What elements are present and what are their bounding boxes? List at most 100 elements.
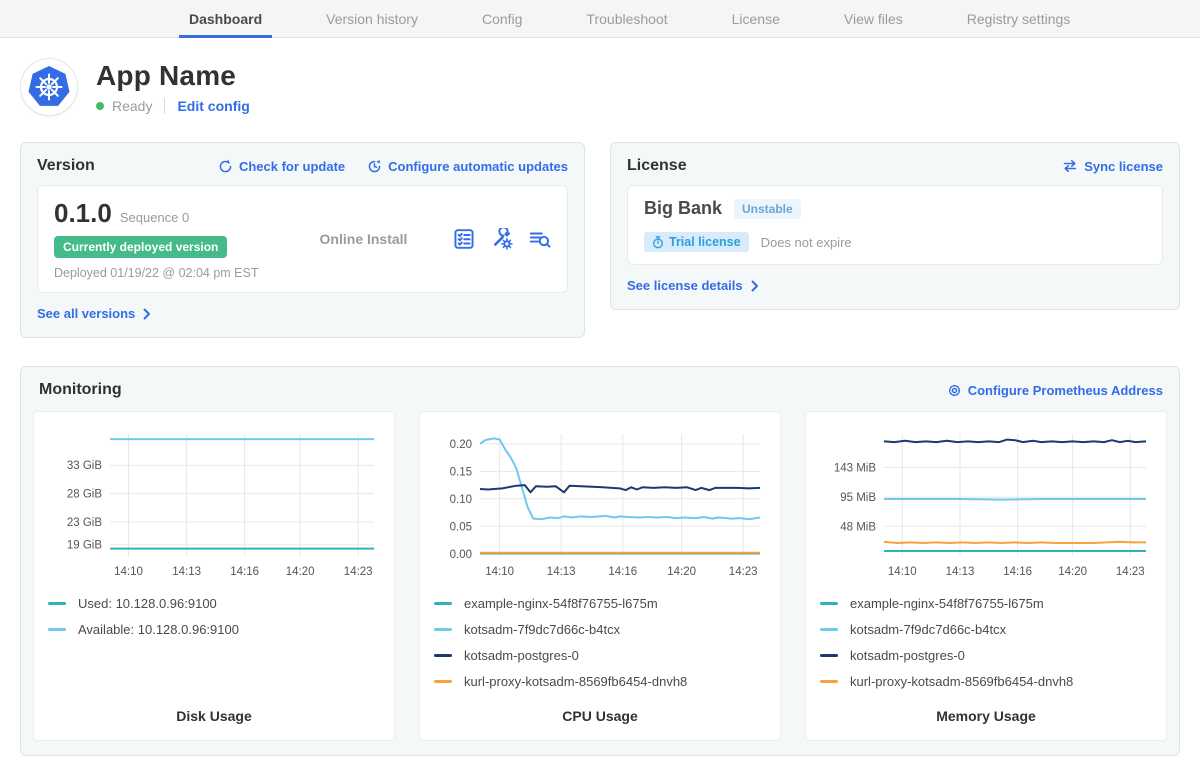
svg-text:14:20: 14:20 <box>667 566 696 578</box>
svg-text:0.00: 0.00 <box>450 549 472 561</box>
svg-text:33 GiB: 33 GiB <box>67 460 102 472</box>
clock-arrow-icon <box>367 159 382 174</box>
series-label: kotsadm-7f9dc7d66c-b4tcx <box>850 622 1006 637</box>
chart-plot-disk-usage: 14:1014:1314:1614:2014:2319 GiB23 GiB28 … <box>48 424 382 582</box>
legend-item: kotsadm-7f9dc7d66c-b4tcx <box>434 622 766 637</box>
series-color-dash <box>434 628 452 631</box>
see-license-details-link[interactable]: See license details <box>627 278 759 293</box>
tab-registry-settings[interactable]: Registry settings <box>963 0 1074 37</box>
series-color-dash <box>434 602 452 605</box>
sync-arrows-icon <box>1062 159 1078 173</box>
chart-plot-memory-usage: 14:10 14:13 14:16 14:20 14:23 48 MiB 95 MiB 143… <box>820 424 1154 582</box>
svg-text:143 MiB: 143 MiB <box>834 462 877 474</box>
license-card: License Sync license Big Bank Unstable <box>610 142 1180 310</box>
license-name: Big Bank <box>644 198 722 219</box>
series-label: example-nginx-54f8f76755-l675m <box>850 596 1044 611</box>
chart-title: Memory Usage <box>820 708 1152 726</box>
legend-item: kotsadm-postgres-0 <box>820 648 1152 663</box>
version-number: 0.1.0 <box>54 198 112 229</box>
currently-deployed-badge: Currently deployed version <box>54 236 227 258</box>
see-all-versions-link[interactable]: See all versions <box>37 306 151 321</box>
svg-text:14:10: 14:10 <box>888 566 917 578</box>
current-version-card: 0.1.0 Sequence 0 Currently deployed vers… <box>37 185 568 293</box>
svg-text:14:23: 14:23 <box>1116 566 1145 578</box>
svg-text:0.15: 0.15 <box>450 466 472 478</box>
series-label: kurl-proxy-kotsadm-8569fb6454-dnvh8 <box>464 674 687 689</box>
tab-dashboard[interactable]: Dashboard <box>185 0 266 37</box>
chart-card-disk-usage: 14:1014:1314:1614:2014:2319 GiB23 GiB28 … <box>33 411 395 741</box>
series-color-dash <box>820 602 838 605</box>
svg-text:0.10: 0.10 <box>450 494 472 506</box>
svg-text:14:13: 14:13 <box>547 566 576 578</box>
license-title: License <box>627 157 687 175</box>
sync-license-link[interactable]: Sync license <box>1062 159 1163 174</box>
channel-badge: Unstable <box>734 199 801 219</box>
expiry-text: Does not expire <box>761 235 852 250</box>
svg-text:14:20: 14:20 <box>1058 566 1087 578</box>
chart-title: CPU Usage <box>434 708 766 726</box>
tab-view-files[interactable]: View files <box>840 0 907 37</box>
monitoring-title: Monitoring <box>39 381 122 399</box>
svg-text:14:13: 14:13 <box>946 566 975 578</box>
deployed-timestamp: Deployed 01/19/22 @ 02:04 pm EST <box>54 266 274 280</box>
page-title: App Name <box>96 60 250 92</box>
status-dot <box>96 102 104 110</box>
tab-license[interactable]: License <box>728 0 784 37</box>
svg-text:0.20: 0.20 <box>450 439 472 451</box>
series-label: Available: 10.128.0.96:9100 <box>78 622 239 637</box>
legend-item: kurl-proxy-kotsadm-8569fb6454-dnvh8 <box>820 674 1152 689</box>
charts-row: 14:10 14:13 14:16 14:20 14:23 19 GiB 23 GiB 28 … <box>33 411 1167 741</box>
series-color-dash <box>48 628 66 631</box>
divider <box>164 98 165 114</box>
chart-card-cpu-usage: 14:1014:1314:1614:2014:230.000.050.100.1… <box>419 411 781 741</box>
series-label: kotsadm-7f9dc7d66c-b4tcx <box>464 622 620 637</box>
svg-text:14:10: 14:10 <box>485 566 514 578</box>
version-title: Version <box>37 157 95 175</box>
legend-item: kurl-proxy-kotsadm-8569fb6454-dnvh8 <box>434 674 766 689</box>
legend-item: example-nginx-54f8f76755-l675m <box>434 596 766 611</box>
configure-prometheus-link[interactable]: Configure Prometheus Address <box>947 383 1163 398</box>
version-card: Version Check for update <box>20 142 585 338</box>
series-label: kotsadm-postgres-0 <box>850 648 965 663</box>
series-label: example-nginx-54f8f76755-l675m <box>464 596 658 611</box>
svg-text:48 MiB: 48 MiB <box>840 521 876 533</box>
legend-item: example-nginx-54f8f76755-l675m <box>820 596 1152 611</box>
status-badge: Ready <box>112 98 152 114</box>
svg-text:14:16: 14:16 <box>230 566 259 578</box>
chevron-right-icon <box>143 308 151 320</box>
edit-config-link[interactable]: Edit config <box>177 98 249 114</box>
cards-row: Version Check for update <box>20 142 1180 338</box>
svg-text:23 GiB: 23 GiB <box>67 517 102 529</box>
install-type-label: Online Install <box>274 231 453 247</box>
sequence-label: Sequence 0 <box>120 210 189 225</box>
view-logs-icon[interactable] <box>529 228 551 250</box>
configure-automatic-updates-link[interactable]: Configure automatic updates <box>367 159 568 174</box>
app-logo <box>20 58 78 116</box>
series-color-dash <box>434 680 452 683</box>
license-detail-card: Big Bank Unstable Trial license Does not… <box>627 185 1163 265</box>
monitoring-section: Monitoring Configure Prometheus Address … <box>20 366 1180 756</box>
tab-troubleshoot[interactable]: Troubleshoot <box>582 0 671 37</box>
series-label: Used: 10.128.0.96:9100 <box>78 596 217 611</box>
trial-license-badge: Trial license <box>644 232 749 252</box>
legend-item: kotsadm-7f9dc7d66c-b4tcx <box>820 622 1152 637</box>
svg-text:14:10: 14:10 <box>114 566 143 578</box>
chart-card-memory-usage: 14:10 14:13 14:16 14:20 14:23 48 MiB 95 MiB 143… <box>805 411 1167 741</box>
legend-item: Used: 10.128.0.96:9100 <box>48 596 380 611</box>
svg-text:28 GiB: 28 GiB <box>67 489 102 501</box>
tab-config[interactable]: Config <box>478 0 526 37</box>
svg-text:14:20: 14:20 <box>286 566 315 578</box>
preflight-checklist-icon[interactable] <box>453 228 475 250</box>
tab-version-history[interactable]: Version history <box>322 0 422 37</box>
svg-text:14:23: 14:23 <box>344 566 373 578</box>
svg-text:19 GiB: 19 GiB <box>67 540 102 552</box>
svg-text:14:16: 14:16 <box>1003 566 1032 578</box>
refresh-icon <box>218 159 233 174</box>
chart-legend: example-nginx-54f8f76755-l675m kotsadm-7f… <box>820 596 1152 689</box>
check-for-update-link[interactable]: Check for update <box>218 159 345 174</box>
config-wrench-gear-icon[interactable] <box>491 228 513 250</box>
gear-icon <box>947 383 962 398</box>
kubernetes-helm-wheel-icon <box>27 65 71 109</box>
series-label: kotsadm-postgres-0 <box>464 648 579 663</box>
svg-text:95 MiB: 95 MiB <box>840 492 876 504</box>
